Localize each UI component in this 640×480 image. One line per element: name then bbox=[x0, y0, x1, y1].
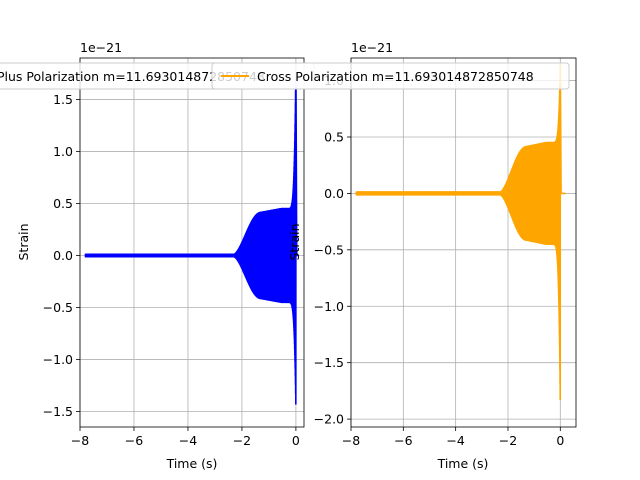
plus-x-tick-label: −6 bbox=[125, 433, 143, 448]
plus-y-tick-label: 1.0 bbox=[53, 144, 73, 159]
plus-x-axis-label: Time (s) bbox=[166, 456, 218, 471]
plus-x-tick-label: 0 bbox=[292, 433, 300, 448]
plus-legend-label: Plus Polarization m=11.693014872850748 bbox=[0, 69, 265, 84]
plus-axes: −8 −6 −4 −2 0−1.5−1.0−0.50.00.51.01.5 1e−21 … bbox=[16, 40, 305, 471]
cross-axes: −8−6−4−20−2.0−1.5−1.0−0.50.00.51.0 1e−21… bbox=[287, 40, 577, 471]
cross-y-tick-label: −1.5 bbox=[314, 355, 344, 370]
plus-x-tick-label: −8 bbox=[71, 433, 89, 448]
cross-x-tick-label: −8 bbox=[342, 433, 360, 448]
cross-waveform-line bbox=[355, 62, 566, 401]
cross-x-tick-label: −6 bbox=[394, 433, 412, 448]
cross-y-tick-label: −0.5 bbox=[314, 242, 344, 257]
plus-x-tick-label: −2 bbox=[233, 433, 251, 448]
plus-y-offset-label: 1e−21 bbox=[80, 40, 122, 55]
plus-y-tick-label: −1.0 bbox=[43, 352, 73, 367]
cross-legend: Cross Polarization m=11.693014872850748 bbox=[211, 62, 570, 90]
cross-x-tick-label: −4 bbox=[446, 433, 464, 448]
plus-y-tick-label: 1.5 bbox=[53, 92, 73, 107]
cross-grid bbox=[350, 58, 576, 427]
plus-y-tick-label: 0.0 bbox=[53, 248, 73, 263]
plus-x-tick-label: −4 bbox=[179, 433, 197, 448]
cross-x-tick-label: 0 bbox=[556, 433, 564, 448]
cross-y-tick-label: 0.0 bbox=[324, 186, 344, 201]
cross-axes-frame bbox=[350, 57, 577, 428]
cross-legend-label: Cross Polarization m=11.693014872850748 bbox=[257, 69, 534, 84]
plus-y-tick-label: −1.5 bbox=[43, 404, 73, 419]
cross-y-tick-label: −1.0 bbox=[314, 299, 344, 314]
plus-axes-frame bbox=[79, 57, 305, 428]
cross-x-tick-label: −2 bbox=[499, 433, 517, 448]
cross-y-axis-label: Strain bbox=[287, 223, 302, 260]
cross-x-axis-label: Time (s) bbox=[437, 456, 489, 471]
cross-legend-box bbox=[211, 62, 570, 90]
plus-waveform-line bbox=[84, 62, 299, 405]
plus-y-tick-label: −0.5 bbox=[43, 300, 73, 315]
cross-y-offset-label: 1e−21 bbox=[351, 40, 393, 55]
plus-y-axis-label: Strain bbox=[16, 223, 31, 260]
plus-ticks: −8 −6 −4 −2 0 −1.5 −1.0 −0.5 0.0 0.5 1.0 1.5 bbox=[43, 92, 300, 448]
cross-y-tick-label: 0.5 bbox=[324, 129, 344, 144]
cross-y-tick-label: −2.0 bbox=[314, 412, 344, 427]
plus-y-tick-label: 0.5 bbox=[53, 196, 73, 211]
